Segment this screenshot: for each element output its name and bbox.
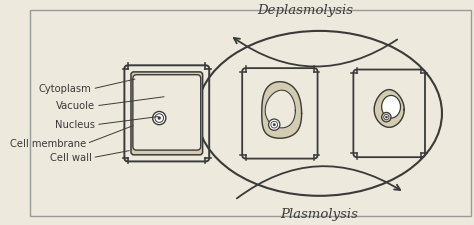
Polygon shape (262, 82, 301, 138)
Circle shape (385, 116, 387, 118)
Text: Nucleus: Nucleus (55, 120, 95, 130)
Circle shape (271, 121, 278, 128)
FancyBboxPatch shape (133, 75, 201, 150)
FancyBboxPatch shape (30, 10, 471, 216)
Circle shape (382, 112, 391, 122)
Text: Plasmolysis: Plasmolysis (281, 208, 358, 220)
Text: Deplasmolysis: Deplasmolysis (257, 4, 353, 17)
Polygon shape (265, 90, 295, 128)
Ellipse shape (197, 31, 442, 196)
Circle shape (155, 114, 164, 122)
Circle shape (269, 119, 280, 130)
Polygon shape (374, 90, 404, 127)
Text: Cell wall: Cell wall (49, 153, 91, 163)
Circle shape (158, 117, 161, 119)
Circle shape (273, 124, 275, 126)
Circle shape (153, 111, 166, 125)
Text: Cell membrane: Cell membrane (9, 139, 86, 148)
Text: Vacuole: Vacuole (56, 101, 95, 111)
Circle shape (384, 115, 389, 120)
FancyBboxPatch shape (131, 72, 202, 155)
Text: Cytoplasm: Cytoplasm (39, 84, 91, 94)
Ellipse shape (382, 95, 401, 118)
